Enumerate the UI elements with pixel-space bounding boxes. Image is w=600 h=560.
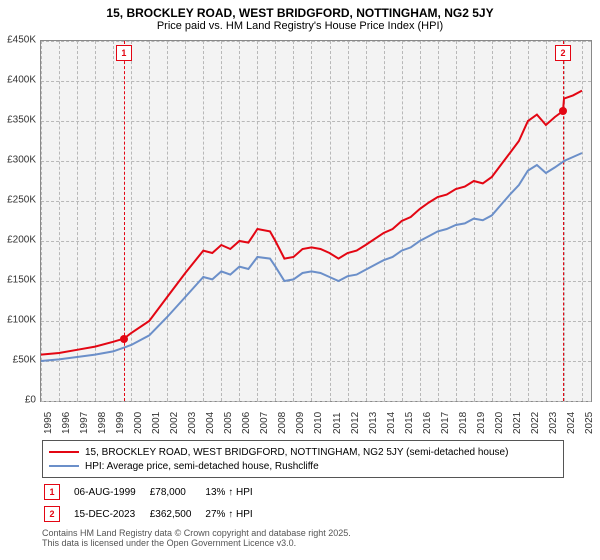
series-line-hpi: [41, 153, 582, 361]
y-axis-label: £150K: [0, 275, 36, 286]
transaction-row: 2 15-DEC-2023£362,50027% ↑ HPI: [44, 504, 265, 524]
x-axis-label: 2018: [458, 412, 469, 434]
x-axis-label: 2013: [368, 412, 379, 434]
x-axis-label: 1996: [61, 412, 72, 434]
chart-title: 15, BROCKLEY ROAD, WEST BRIDGFORD, NOTTI…: [0, 0, 600, 20]
x-axis-label: 2019: [476, 412, 487, 434]
transaction-delta: 27% ↑ HPI: [205, 504, 264, 524]
y-axis-label: £450K: [0, 35, 36, 46]
transaction-price: £78,000: [150, 482, 204, 502]
transaction-row: 1 06-AUG-1999£78,00013% ↑ HPI: [44, 482, 265, 502]
legend-swatch: [49, 465, 79, 467]
x-axis-label: 2023: [548, 412, 559, 434]
legend-swatch: [49, 451, 79, 453]
x-axis-label: 2003: [187, 412, 198, 434]
series-line-property: [41, 91, 582, 355]
x-axis-label: 2011: [332, 412, 343, 434]
x-axis-label: 1998: [97, 412, 108, 434]
series-svg: [41, 41, 591, 401]
x-axis-label: 1997: [79, 412, 90, 434]
x-axis-label: 2025: [584, 412, 595, 434]
legend-label: HPI: Average price, semi-detached house,…: [85, 461, 319, 472]
x-axis-label: 2007: [259, 412, 270, 434]
x-axis-label: 2020: [494, 412, 505, 434]
x-axis-label: 2024: [566, 412, 577, 434]
plot-area: 12: [40, 40, 592, 402]
y-axis-label: £400K: [0, 75, 36, 86]
y-axis-label: £50K: [0, 355, 36, 366]
attribution: Contains HM Land Registry data © Crown c…: [42, 528, 351, 548]
x-axis-label: 2005: [223, 412, 234, 434]
x-axis-label: 1999: [115, 412, 126, 434]
legend: 15, BROCKLEY ROAD, WEST BRIDGFORD, NOTTI…: [42, 440, 564, 478]
legend-label: 15, BROCKLEY ROAD, WEST BRIDGFORD, NOTTI…: [85, 447, 508, 458]
x-axis-label: 2012: [350, 412, 361, 434]
x-axis-label: 2016: [422, 412, 433, 434]
chart-subtitle: Price paid vs. HM Land Registry's House …: [0, 20, 600, 36]
y-axis-label: £0: [0, 395, 36, 406]
transaction-id-box: 2: [44, 506, 60, 522]
transaction-price: £362,500: [150, 504, 204, 524]
x-axis-label: 2022: [530, 412, 541, 434]
transaction-marker: [120, 335, 128, 343]
y-axis-label: £100K: [0, 315, 36, 326]
x-axis-label: 2008: [277, 412, 288, 434]
x-axis-label: 2017: [440, 412, 451, 434]
attribution-line-1: Contains HM Land Registry data © Crown c…: [42, 528, 351, 538]
transaction-id-box: 1: [44, 484, 60, 500]
transaction-date: 15-DEC-2023: [74, 504, 148, 524]
y-axis-label: £300K: [0, 155, 36, 166]
x-axis-label: 1995: [43, 412, 54, 434]
x-axis-label: 2010: [313, 412, 324, 434]
y-axis-label: £350K: [0, 115, 36, 126]
transactions-table: 1 06-AUG-1999£78,00013% ↑ HPI 2 15-DEC-2023…: [42, 480, 267, 526]
x-axis-label: 2006: [241, 412, 252, 434]
x-axis-label: 2004: [205, 412, 216, 434]
y-axis-label: £250K: [0, 195, 36, 206]
transaction-delta: 13% ↑ HPI: [205, 482, 264, 502]
x-axis-label: 2009: [295, 412, 306, 434]
x-axis-label: 2000: [133, 412, 144, 434]
x-axis-label: 2015: [404, 412, 415, 434]
x-axis-label: 2014: [386, 412, 397, 434]
attribution-line-2: This data is licensed under the Open Gov…: [42, 538, 351, 548]
x-axis-label: 2002: [169, 412, 180, 434]
y-axis-label: £200K: [0, 235, 36, 246]
transaction-date: 06-AUG-1999: [74, 482, 148, 502]
transaction-marker: [559, 107, 567, 115]
legend-row: 15, BROCKLEY ROAD, WEST BRIDGFORD, NOTTI…: [49, 445, 557, 459]
grid-line-h: [41, 401, 591, 402]
x-axis-label: 2021: [512, 412, 523, 434]
x-axis-label: 2001: [151, 412, 162, 434]
legend-row: HPI: Average price, semi-detached house,…: [49, 459, 557, 473]
